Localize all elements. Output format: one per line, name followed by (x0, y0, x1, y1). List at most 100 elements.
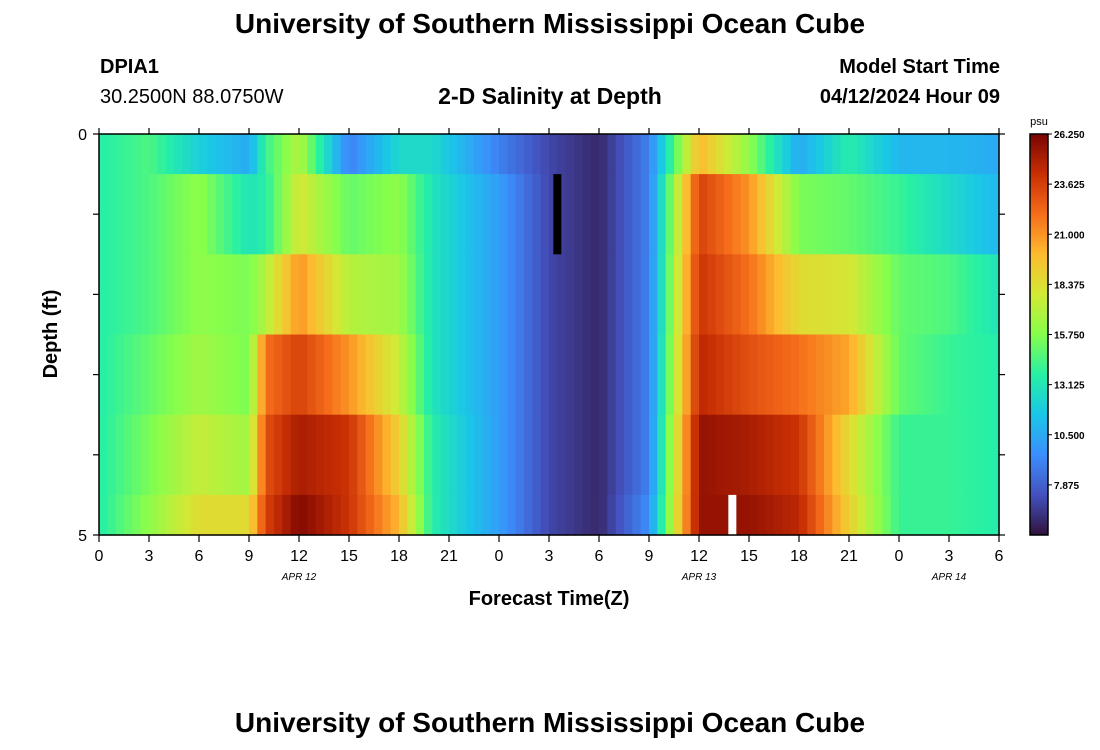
heatmap-cell (374, 414, 383, 496)
heatmap-cell (282, 134, 292, 175)
heatmap-cell (357, 334, 367, 416)
heatmap-cell (124, 254, 133, 336)
heatmap-cell (340, 414, 350, 496)
heatmap-cell (365, 134, 375, 175)
heatmap-cell (699, 174, 708, 255)
x-tick-label: 9 (245, 548, 254, 565)
x-tick-label: 15 (340, 548, 358, 565)
heatmap-cell (649, 134, 658, 175)
heatmap-cell (490, 334, 500, 416)
heatmap-cell (365, 494, 375, 536)
heatmap-cell (565, 174, 575, 255)
heatmap-cell (915, 494, 925, 536)
heatmap-cell (699, 334, 708, 416)
heatmap-cell (115, 174, 125, 255)
heatmap-cell (324, 254, 333, 336)
heatmap-cell (849, 134, 858, 175)
heatmap-cell (540, 134, 550, 175)
page-title: University of Southern Mississippi Ocean… (234, 8, 866, 39)
heatmap-cell (549, 254, 558, 336)
heatmap-cell (874, 494, 883, 536)
heatmap-cell (707, 414, 717, 496)
heatmap-cell (232, 414, 242, 496)
heatmap-cell (757, 134, 767, 175)
heatmap-cell (215, 134, 225, 175)
heatmap-cell (415, 254, 425, 336)
heatmap-cell (182, 134, 192, 175)
heatmap-cell (499, 174, 508, 255)
heatmap-cell (924, 334, 933, 416)
heatmap-cell (640, 134, 650, 175)
heatmap-cell (124, 494, 133, 536)
heatmap-cell (874, 334, 883, 416)
heatmap-cell (165, 254, 175, 336)
date-label: APR 14 (931, 572, 967, 583)
heatmap-cell (865, 174, 875, 255)
heatmap-cell (457, 174, 467, 255)
heatmap-cell (807, 134, 817, 175)
heatmap-cell (582, 414, 592, 496)
heatmap-cell (415, 174, 425, 255)
heatmap-cell (782, 334, 792, 416)
heatmap-cell (115, 254, 125, 336)
heatmap-cell (415, 334, 425, 416)
heatmap-cell (899, 134, 908, 175)
heatmap-cell (265, 334, 275, 416)
heatmap-cell (565, 494, 575, 536)
heatmap-cell (140, 414, 150, 496)
heatmap-cell (740, 334, 750, 416)
heatmap-cell (449, 174, 458, 255)
heatmap-cell (707, 254, 717, 336)
heatmap-cell (640, 494, 650, 536)
heatmap-cell (465, 334, 475, 416)
heatmap-cell (940, 494, 950, 536)
heatmap-cell (240, 174, 250, 255)
heatmap-cell (965, 134, 975, 175)
heatmap-cell (915, 334, 925, 416)
heatmap-cell (907, 134, 917, 175)
heatmap-cell (432, 134, 442, 175)
heatmap-cell (890, 494, 900, 536)
heatmap-cell (232, 334, 242, 416)
heatmap-cell (765, 174, 775, 255)
heatmap-cell (599, 174, 608, 255)
heatmap-cell (282, 254, 292, 336)
heatmap-cell (865, 334, 875, 416)
heatmap-cell (790, 414, 800, 496)
heatmap-cell (382, 254, 392, 336)
heatmap-cell (415, 494, 425, 536)
heatmap-cell (632, 174, 642, 255)
heatmap-cell (649, 494, 658, 536)
heatmap-cell (165, 414, 175, 496)
heatmap-cell (957, 334, 967, 416)
heatmap-cell (557, 494, 567, 536)
heatmap-cell (115, 334, 125, 416)
heatmap-cell (257, 254, 267, 336)
heatmap-cell (649, 334, 658, 416)
heatmap-cell (432, 334, 442, 416)
heatmap-cell (240, 494, 250, 536)
heatmap-cell (432, 494, 442, 536)
heatmap-cell (190, 254, 200, 336)
heatmap-cell (482, 174, 492, 255)
heatmap-cell (574, 254, 583, 336)
heatmap-cell (890, 254, 900, 336)
heatmap-cell (465, 134, 475, 175)
heatmap-cell (257, 414, 267, 496)
heatmap-cell (132, 414, 142, 496)
heatmap-cell (824, 254, 833, 336)
heatmap-cell (932, 254, 942, 336)
heatmap-cell (182, 174, 192, 255)
heatmap-cell (440, 494, 450, 536)
heatmap-cell (815, 414, 825, 496)
heatmap-cell (332, 494, 342, 536)
heatmap-cell (524, 134, 533, 175)
heatmap-cell (857, 134, 867, 175)
heatmap-cell (424, 134, 433, 175)
heatmap-cell (982, 494, 992, 536)
heatmap-cell (974, 254, 983, 336)
heatmap-cell (590, 254, 600, 336)
heatmap-cell (882, 254, 892, 336)
heatmap-cell (574, 134, 583, 175)
colorbar-tick-label: 26.250 (1054, 130, 1085, 141)
